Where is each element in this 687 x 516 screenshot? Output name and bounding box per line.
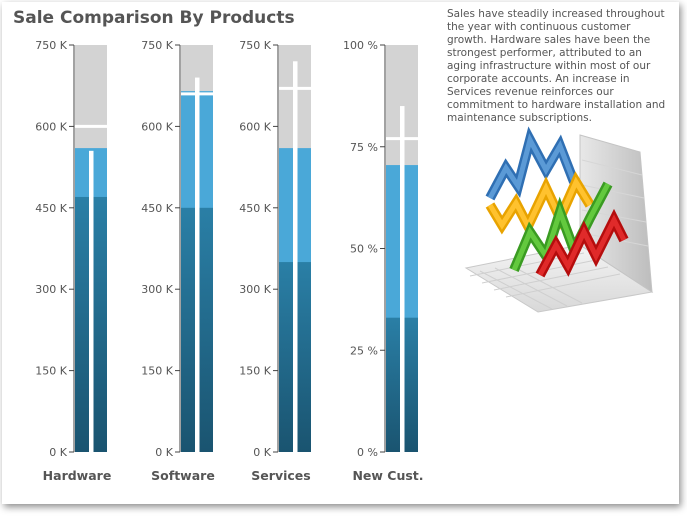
- tick-label: 450 K: [35, 202, 67, 215]
- tick-label: 750 K: [239, 39, 271, 52]
- category-label: Software: [151, 468, 215, 483]
- category-label: New Cust.: [352, 468, 423, 483]
- 3d-line-chart-illustration-icon: [464, 126, 654, 313]
- description-text: Sales have steadily increased throughout…: [447, 8, 666, 124]
- tick-label: 150 K: [239, 365, 271, 378]
- tick-label: 150 K: [35, 365, 67, 378]
- chart-title: Sale Comparison By Products: [13, 8, 295, 28]
- tick-label: 300 K: [141, 283, 173, 296]
- tick-label: 300 K: [35, 283, 67, 296]
- tick-label: 600 K: [35, 120, 67, 133]
- tick-label: 450 K: [141, 202, 173, 215]
- tick-label: 50 %: [350, 243, 378, 256]
- tick-label: 150 K: [141, 365, 173, 378]
- bullet-actual-bar: [400, 106, 405, 453]
- tick-label: 0 %: [357, 446, 378, 459]
- bullet-actual-bar: [195, 77, 200, 452]
- tick-label: 600 K: [239, 120, 271, 133]
- category-label: Services: [251, 468, 310, 483]
- tick-label: 0 K: [49, 446, 67, 459]
- tick-label: 300 K: [239, 283, 271, 296]
- bullet-actual-bar: [293, 61, 298, 452]
- tick-label: 75 %: [350, 141, 378, 154]
- tick-label: 25 %: [350, 344, 378, 357]
- bullet-actual-bar: [89, 150, 94, 452]
- tick-label: 0 K: [253, 446, 271, 459]
- tick-label: 750 K: [141, 39, 173, 52]
- tick-label: 600 K: [141, 120, 173, 133]
- category-label: Hardware: [43, 468, 112, 483]
- tick-label: 750 K: [35, 39, 67, 52]
- tick-label: 0 K: [155, 446, 173, 459]
- tick-label: 450 K: [239, 202, 271, 215]
- tick-label: 100 %: [343, 39, 378, 52]
